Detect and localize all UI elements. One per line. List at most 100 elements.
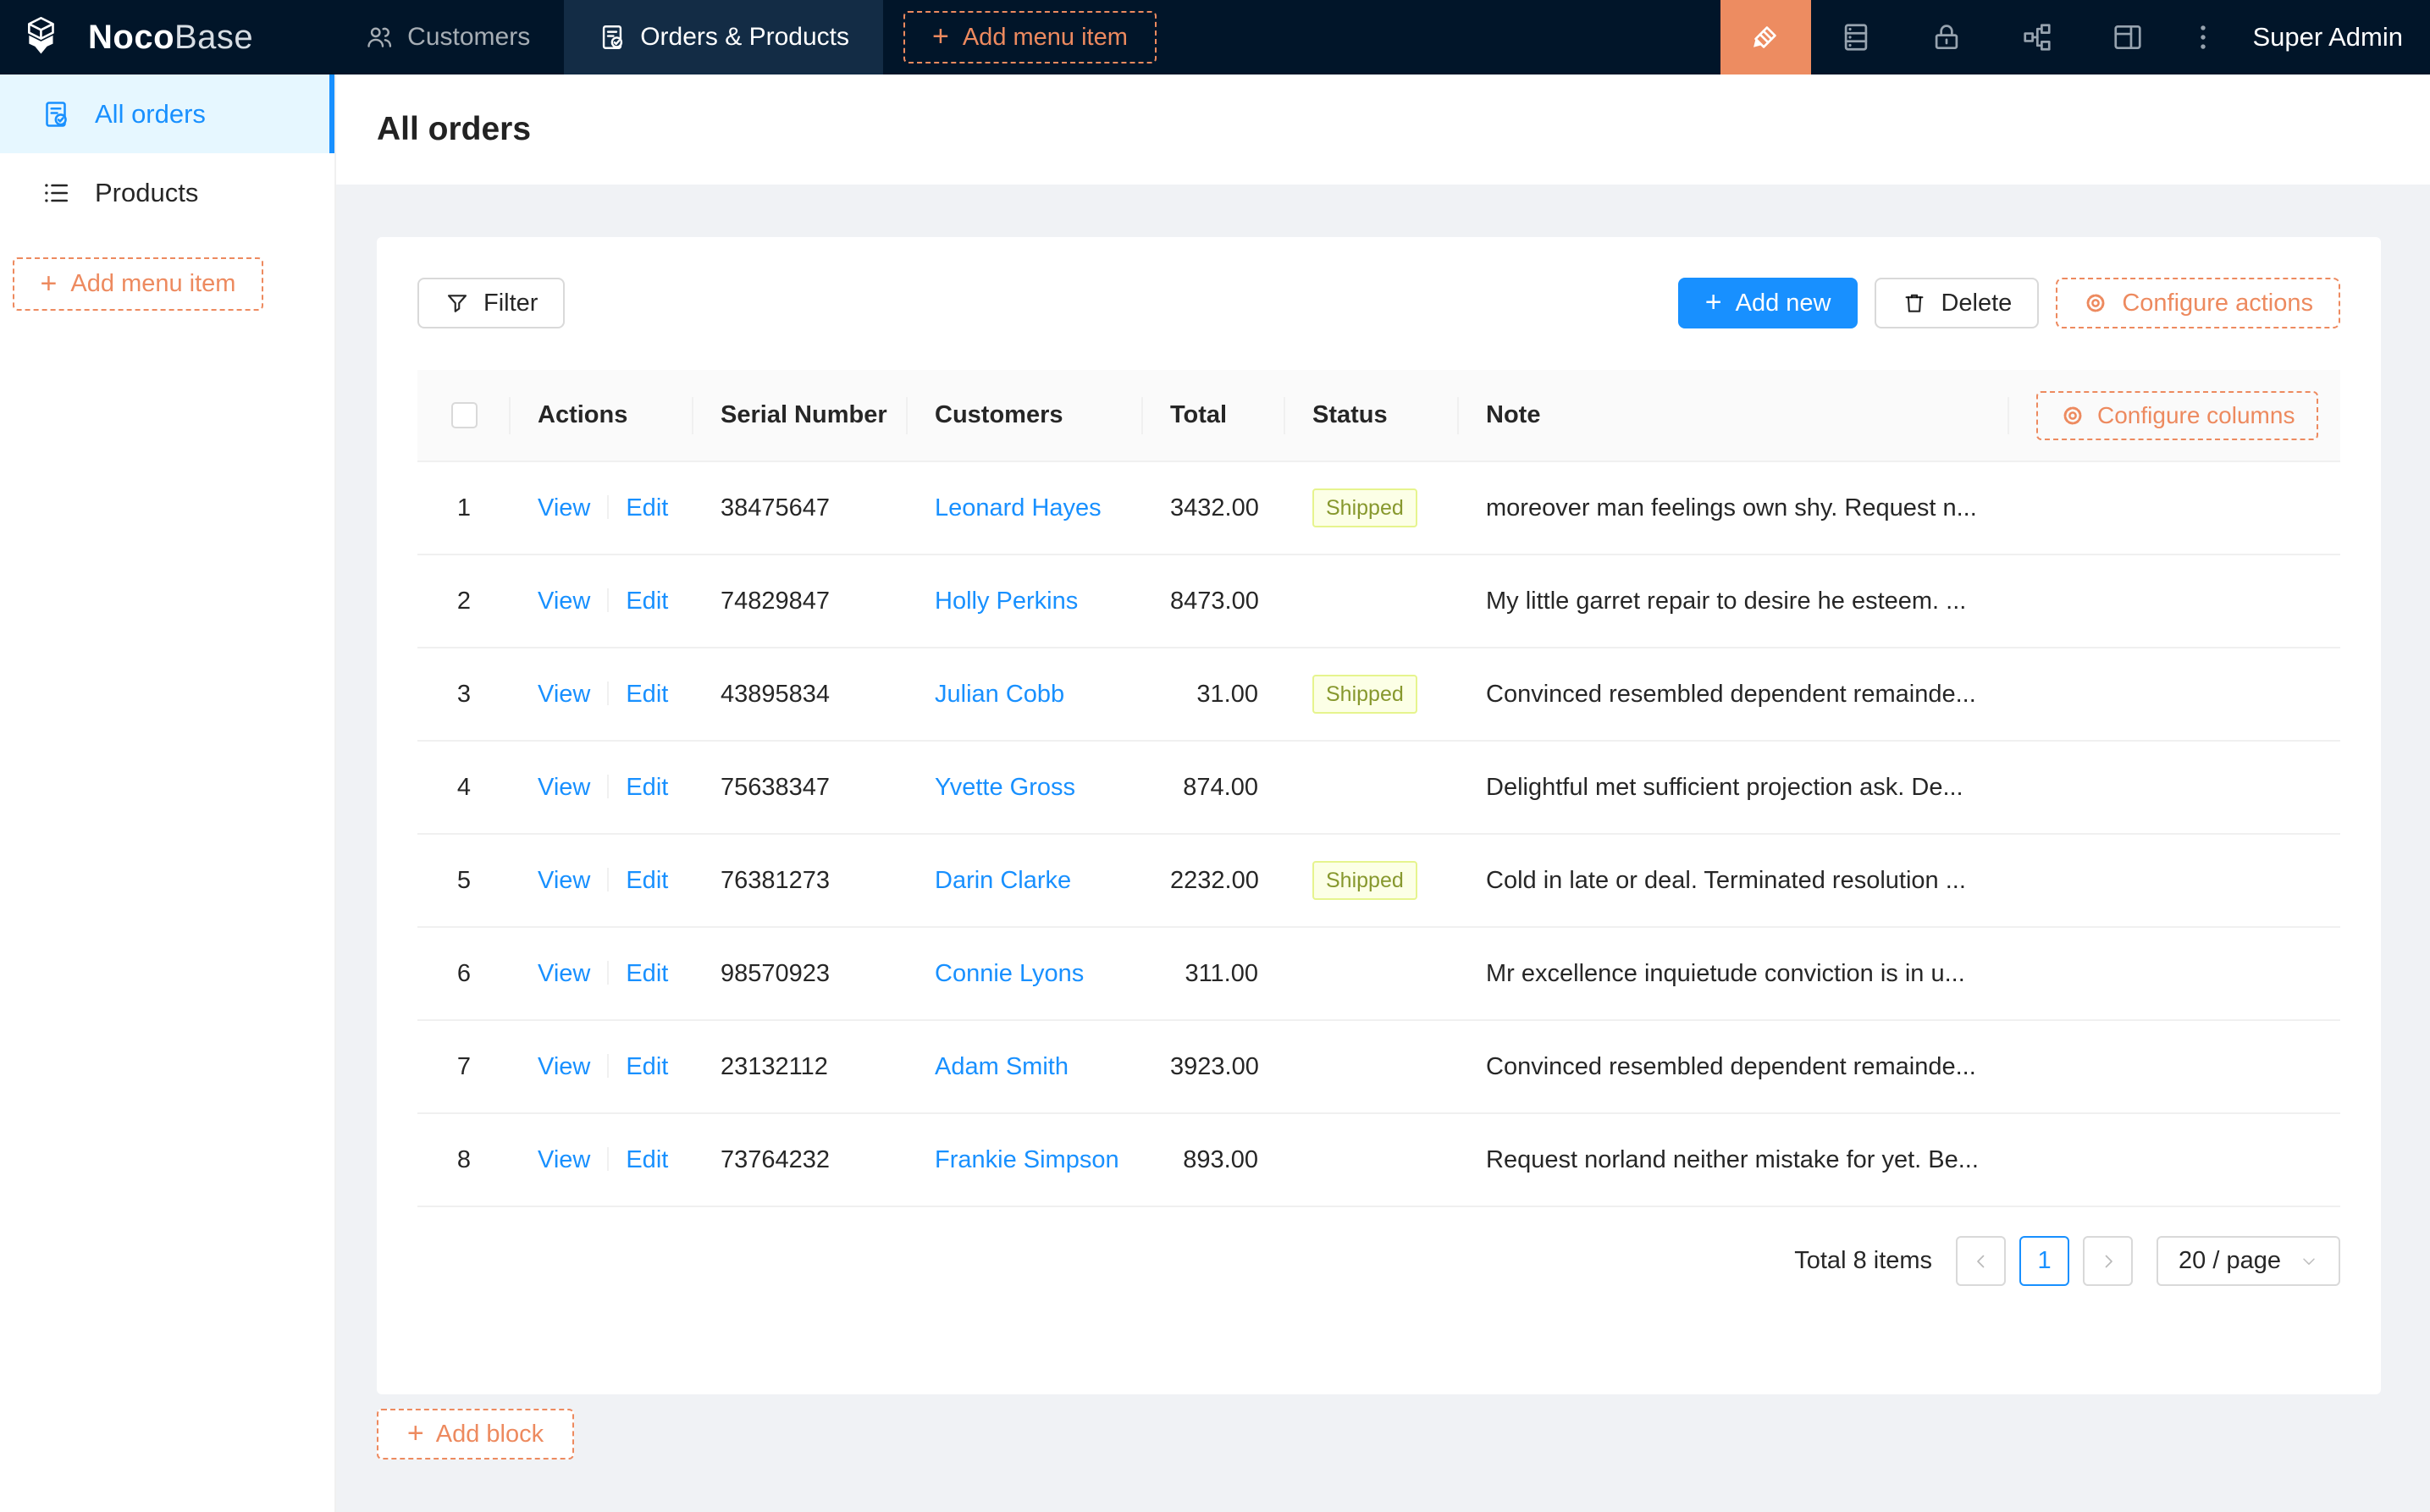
filter-button[interactable]: Filter xyxy=(417,278,566,328)
sidebar-item-all-orders[interactable]: All orders xyxy=(0,74,334,153)
trash-icon xyxy=(1906,294,1924,312)
configure-actions-button[interactable]: Configure actions xyxy=(2056,278,2340,328)
content-area: All orders Filter Add new xyxy=(336,74,2430,1512)
serial-number-cell: 23132112 xyxy=(693,1020,908,1114)
row-index: 3 xyxy=(417,648,511,742)
customer-link[interactable]: Darin Clarke xyxy=(935,866,1072,894)
table-row: 1 View Edit 38475647 Leonard Hayes 3432.0… xyxy=(417,461,2340,555)
row-actions: View Edit xyxy=(511,461,693,555)
workflow-button[interactable] xyxy=(1992,0,2083,74)
table-row: 4 View Edit 75638347 Yvette Gross 874.00 … xyxy=(417,741,2340,835)
view-link[interactable]: View xyxy=(538,1052,591,1080)
serial-number-cell: 43895834 xyxy=(693,648,908,742)
sidebar-item-products[interactable]: Products xyxy=(0,153,334,232)
sidebar: All orders Products Add menu item xyxy=(0,74,336,1512)
highlighter-pen-icon xyxy=(1753,26,1776,48)
edit-link[interactable]: Edit xyxy=(626,587,669,615)
divider xyxy=(607,588,610,612)
status-cell xyxy=(1285,1113,1459,1207)
empty-cell xyxy=(2009,555,2340,648)
status-cell xyxy=(1285,555,1459,648)
add-block-button[interactable]: Add block xyxy=(377,1409,574,1460)
row-index: 1 xyxy=(417,461,511,555)
page-size-select[interactable]: 20 / page xyxy=(2157,1236,2340,1286)
view-link[interactable]: View xyxy=(538,680,591,708)
tab-label: Customers xyxy=(407,23,531,51)
ui-editor-pen-button[interactable] xyxy=(1720,0,1811,74)
edit-link[interactable]: Edit xyxy=(626,680,669,708)
status-badge: Shipped xyxy=(1312,861,1417,900)
note-cell: Cold in late or deal. Terminated resolut… xyxy=(1459,834,2009,928)
view-link[interactable]: View xyxy=(538,773,591,801)
customer-cell: Adam Smith xyxy=(908,1020,1143,1114)
customer-link[interactable]: Leonard Hayes xyxy=(935,494,1102,521)
view-link[interactable]: View xyxy=(538,587,591,615)
customer-link[interactable]: Holly Perkins xyxy=(935,587,1079,615)
lock-icon xyxy=(1935,25,1958,50)
database-icon xyxy=(1844,24,1868,51)
pagination-prev-button[interactable] xyxy=(1956,1236,2007,1286)
delete-button[interactable]: Delete xyxy=(1875,278,2040,328)
tab-orders-products[interactable]: Orders & Products xyxy=(564,0,883,74)
chevron-down-icon xyxy=(2303,1257,2315,1265)
divider xyxy=(607,1146,610,1171)
edit-link[interactable]: Edit xyxy=(626,773,669,801)
empty-cell xyxy=(2009,1020,2340,1114)
pagination-total: Total 8 items xyxy=(1794,1247,1933,1274)
tab-customers[interactable]: Customers xyxy=(331,0,564,74)
note-cell: Request norland neither mistake for yet.… xyxy=(1459,1113,2009,1207)
row-index: 6 xyxy=(417,927,511,1021)
view-link[interactable]: View xyxy=(538,866,591,894)
pagination-next-button[interactable] xyxy=(2083,1236,2134,1286)
total-cell: 874.00 xyxy=(1143,741,1285,835)
unordered-list-icon xyxy=(41,178,71,208)
plus-icon xyxy=(932,22,949,52)
nocobase-logo-text: NocoBase xyxy=(88,18,254,56)
nocobase-logo-icon xyxy=(25,15,69,59)
lock-button[interactable] xyxy=(1902,0,1992,74)
top-header: NocoBase Customers xyxy=(0,0,2430,74)
note-cell: Convinced resembled dependent remainde..… xyxy=(1459,648,2009,742)
user-menu[interactable]: Super Admin xyxy=(2252,22,2404,52)
view-link[interactable]: View xyxy=(538,494,591,521)
view-link[interactable]: View xyxy=(538,1145,591,1173)
row-index: 8 xyxy=(417,1113,511,1207)
add-new-button[interactable]: Add new xyxy=(1677,278,1858,328)
table-toolbar: Filter Add new xyxy=(417,278,2340,328)
status-badge: Shipped xyxy=(1312,675,1417,714)
header-add-menu-item-button[interactable]: Add menu item xyxy=(903,11,1157,63)
customer-link[interactable]: Yvette Gross xyxy=(935,773,1076,801)
configure-columns-button[interactable]: Configure columns xyxy=(2036,390,2319,440)
customer-cell: Holly Perkins xyxy=(908,555,1143,648)
row-index: 4 xyxy=(417,741,511,835)
edit-link[interactable]: Edit xyxy=(626,494,669,521)
edit-link[interactable]: Edit xyxy=(626,1145,669,1173)
customer-link[interactable]: Julian Cobb xyxy=(935,680,1065,708)
edit-link[interactable]: Edit xyxy=(626,959,669,987)
table-header-row: Actions Serial Number Customers Total St… xyxy=(417,370,2340,462)
status-badge: Shipped xyxy=(1312,488,1417,527)
status-cell xyxy=(1285,1020,1459,1114)
select-all-checkbox[interactable] xyxy=(450,402,478,428)
layout-button[interactable] xyxy=(2083,0,2173,74)
column-header-customers: Customers xyxy=(908,370,1143,462)
total-cell: 8473.00 xyxy=(1143,555,1285,648)
row-actions: View Edit xyxy=(511,834,693,928)
pagination-page-1[interactable]: 1 xyxy=(2019,1236,2070,1286)
edit-link[interactable]: Edit xyxy=(626,1052,669,1080)
more-button[interactable] xyxy=(2173,0,2233,74)
gear-icon xyxy=(2086,294,2105,312)
sidebar-add-menu-item-button[interactable]: Add menu item xyxy=(13,257,263,311)
note-cell: moreover man feelings own shy. Request n… xyxy=(1459,461,2009,555)
customer-link[interactable]: Frankie Simpson xyxy=(935,1145,1119,1173)
table-row: 7 View Edit 23132112 Adam Smith 3923.00 C… xyxy=(417,1020,2340,1114)
customer-link[interactable]: Adam Smith xyxy=(935,1052,1069,1080)
database-button[interactable] xyxy=(1811,0,1902,74)
orders-table-block: Filter Add new xyxy=(377,237,2381,1394)
sidebar-item-label: All orders xyxy=(95,98,206,129)
view-link[interactable]: View xyxy=(538,959,591,987)
customer-link[interactable]: Connie Lyons xyxy=(935,959,1085,987)
row-actions: View Edit xyxy=(511,648,693,742)
edit-link[interactable]: Edit xyxy=(626,866,669,894)
note-cell: Convinced resembled dependent remainde..… xyxy=(1459,1020,2009,1114)
